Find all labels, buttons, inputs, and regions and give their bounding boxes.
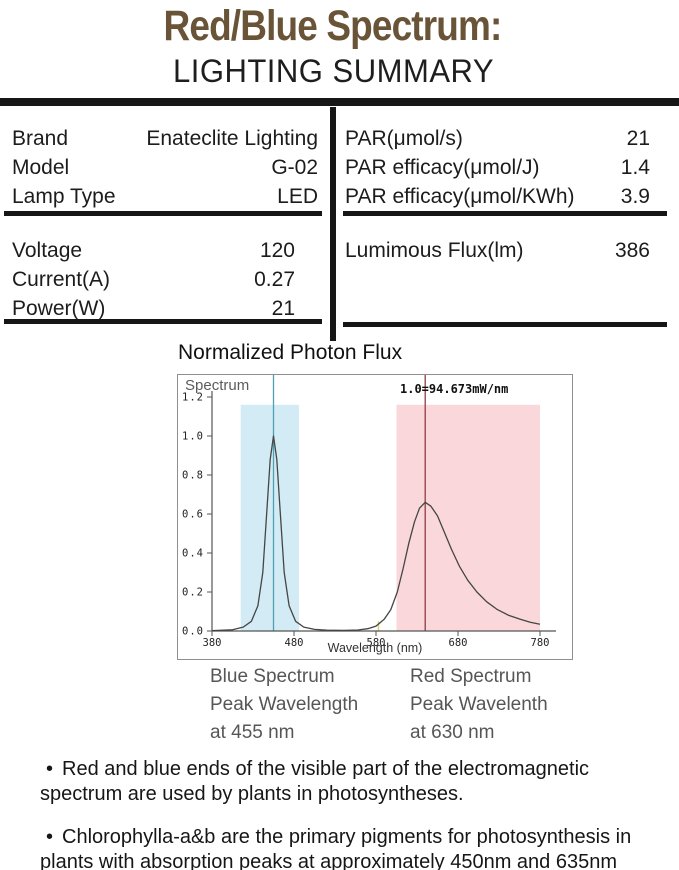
x-tick-label: 580 [367, 637, 386, 649]
x-tick-label: 780 [531, 637, 550, 649]
spec-value: 1.4 [620, 155, 650, 179]
spec-label: PAR efficacy(μmol/J) [345, 155, 540, 179]
spec-label: Lamp Type [12, 184, 116, 208]
blue-region [240, 404, 299, 631]
spec-label: Current(A) [12, 267, 111, 291]
bullet-line: • Chlorophylla-a&b are the primary pigmen… [40, 825, 660, 850]
red-region [396, 404, 540, 631]
right-section-divider-1 [343, 211, 667, 216]
spec-value: 21 [271, 296, 295, 320]
bullet-marker: • [46, 826, 54, 848]
header-divider [0, 98, 679, 106]
bullet-line: • Red and blue ends of the visible part o… [40, 757, 660, 782]
spec-value: 120 [259, 238, 295, 262]
y-tick-label: 1.0 [182, 431, 204, 443]
y-tick-label: 0.4 [182, 548, 204, 560]
x-tick-label: 480 [285, 637, 304, 649]
spec-row-par-efficacy-kwh: PAR efficacy(μmol/KWh) 3.9 [345, 182, 650, 211]
spec-label: Brand [12, 126, 69, 150]
x-tick-label: 380 [203, 637, 222, 649]
page-subtitle: LIGHTING SUMMARY [172, 53, 495, 89]
left-section-divider-1 [4, 211, 322, 216]
chart-annotation: 1.0=94.673mW/nm [400, 382, 509, 396]
bullet-line: spectrum are used by plants in photosynt… [40, 783, 464, 805]
spec-row-luminous-flux: Lumimous Flux(lm) 386 [345, 236, 650, 265]
x-tick-label: 680 [449, 637, 468, 649]
spec-table-vertical-divider [330, 107, 336, 341]
spectrum-curve [211, 435, 541, 632]
spec-row-par-efficacy-j: PAR efficacy(μmol/J) 1.4 [345, 153, 650, 182]
spec-value: G-02 [271, 155, 318, 179]
caption-line: Blue Spectrum [210, 666, 335, 687]
spectrum-plot: 0.0 0.2 0.4 0.6 0.8 1.0 1.2 380 480 580 680 780 [182, 375, 556, 649]
blue-peak-caption: Blue Spectrum Peak Wavelength at 455 nm [210, 663, 358, 747]
spec-label: Voltage [12, 238, 83, 262]
y-tick-label: 0.8 [182, 470, 204, 482]
bullet-marker: • [46, 758, 54, 780]
spec-label: PAR efficacy(μmol/KWh) [345, 184, 575, 208]
spec-label: Power(W) [12, 296, 106, 320]
y-tick-label: 1.2 [182, 392, 204, 404]
spec-row-current: Current(A) 0.27 [12, 265, 295, 294]
bullet-text: Red and blue ends of the visible part of… [62, 758, 590, 780]
spec-value: LED [277, 184, 318, 208]
spec-row-power: Power(W) 21 [12, 294, 295, 323]
chart-xlabel: Wavelength (nm) [327, 641, 423, 655]
spec-row-par: PAR(μmol/s) 21 [345, 124, 650, 153]
spec-value: 0.27 [254, 267, 295, 291]
caption-line: Peak Wavelenth [410, 694, 548, 715]
spec-row-lamp-type: Lamp Type LED [12, 182, 318, 211]
chart-ylabel: Spectrum [185, 377, 250, 394]
y-tick-label: 0.0 [182, 626, 204, 638]
left-section-divider-2 [4, 319, 322, 324]
spec-value: 3.9 [620, 184, 650, 208]
y-tick-label: 0.6 [182, 509, 204, 521]
page-title: Red/Blue Spectrum: [163, 2, 503, 50]
spec-row-voltage: Voltage 120 [12, 236, 295, 265]
caption-line: Red Spectrum [410, 666, 532, 687]
spec-label: PAR(μmol/s) [345, 126, 463, 150]
bullet-text: Chlorophylla-a&b are the primary pigment… [62, 826, 632, 848]
spec-value: Enateclite Lighting [146, 126, 318, 150]
spec-label: Model [12, 155, 70, 179]
y-tick-label: 0.2 [182, 587, 204, 599]
chart-title: Normalized Photon Flux [178, 341, 403, 364]
spec-label: Lumimous Flux(lm) [345, 238, 524, 262]
caption-line: Peak Wavelength [210, 694, 359, 715]
caption-line: at 455 nm [210, 722, 295, 743]
spec-row-brand: Brand Enateclite Lighting [12, 124, 318, 153]
spectrum-chart: 0.0 0.2 0.4 0.6 0.8 1.0 1.2 380 480 580 680 780 Spe… [177, 374, 573, 660]
red-peak-caption: Red Spectrum Peak Wavelenth at 630 nm [410, 663, 548, 747]
bullet-line: plants with absorption peaks at approxim… [40, 851, 618, 870]
caption-line: at 630 nm [410, 722, 495, 743]
bullet-note-1: • Red and blue ends of the visible part o… [40, 757, 660, 807]
spec-row-model: Model G-02 [12, 153, 318, 182]
right-section-divider-2 [343, 322, 667, 327]
bullet-note-2: • Chlorophylla-a&b are the primary pigmen… [40, 825, 660, 870]
spec-value: 21 [626, 126, 650, 150]
spec-value: 386 [614, 238, 650, 262]
